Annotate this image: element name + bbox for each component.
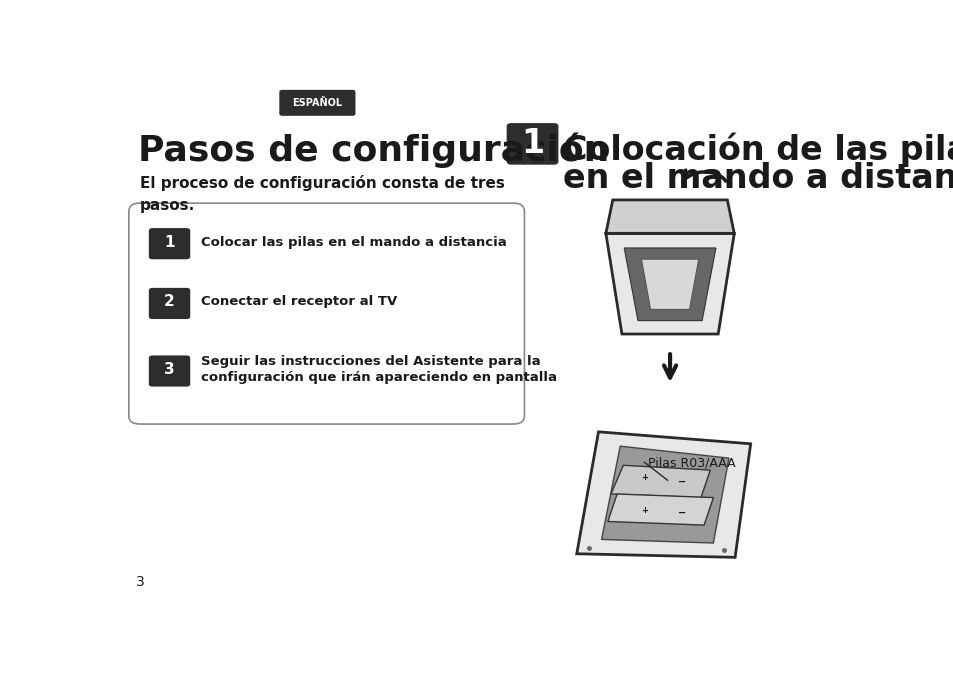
Text: 3: 3: [164, 362, 174, 377]
Text: −: −: [678, 477, 685, 487]
FancyBboxPatch shape: [129, 203, 524, 424]
Text: Colocación de las pilas: Colocación de las pilas: [562, 133, 953, 167]
Text: Pilas R03/AAA: Pilas R03/AAA: [647, 456, 735, 470]
Polygon shape: [623, 248, 715, 321]
FancyBboxPatch shape: [149, 288, 190, 319]
Text: 2: 2: [164, 294, 174, 309]
FancyBboxPatch shape: [279, 90, 355, 116]
Text: en el mando a distancia: en el mando a distancia: [562, 161, 953, 194]
Polygon shape: [640, 259, 698, 309]
Text: pasos.: pasos.: [140, 198, 195, 213]
Text: 3: 3: [135, 575, 144, 589]
FancyBboxPatch shape: [149, 356, 190, 387]
Text: Colocar las pilas en el mando a distancia: Colocar las pilas en el mando a distanci…: [200, 236, 506, 248]
Text: Pasos de configuración: Pasos de configuración: [137, 133, 608, 169]
Text: 1: 1: [164, 235, 174, 250]
Text: −: −: [678, 508, 685, 518]
Polygon shape: [601, 446, 728, 543]
Polygon shape: [577, 432, 750, 558]
Text: +: +: [641, 472, 648, 482]
Text: Conectar el receptor al TV: Conectar el receptor al TV: [200, 296, 396, 308]
Polygon shape: [610, 465, 710, 497]
Text: 1: 1: [520, 128, 543, 161]
Text: ESPAÑOL: ESPAÑOL: [292, 98, 342, 108]
FancyBboxPatch shape: [506, 123, 558, 165]
Text: +: +: [641, 506, 648, 515]
FancyBboxPatch shape: [149, 228, 190, 259]
Text: El proceso de configuración consta de tres: El proceso de configuración consta de tr…: [140, 175, 504, 190]
Polygon shape: [605, 200, 734, 234]
Text: Seguir las instrucciones del Asistente para la
configuración que irán apareciend: Seguir las instrucciones del Asistente p…: [200, 354, 556, 384]
Polygon shape: [605, 234, 734, 334]
Polygon shape: [607, 494, 713, 525]
